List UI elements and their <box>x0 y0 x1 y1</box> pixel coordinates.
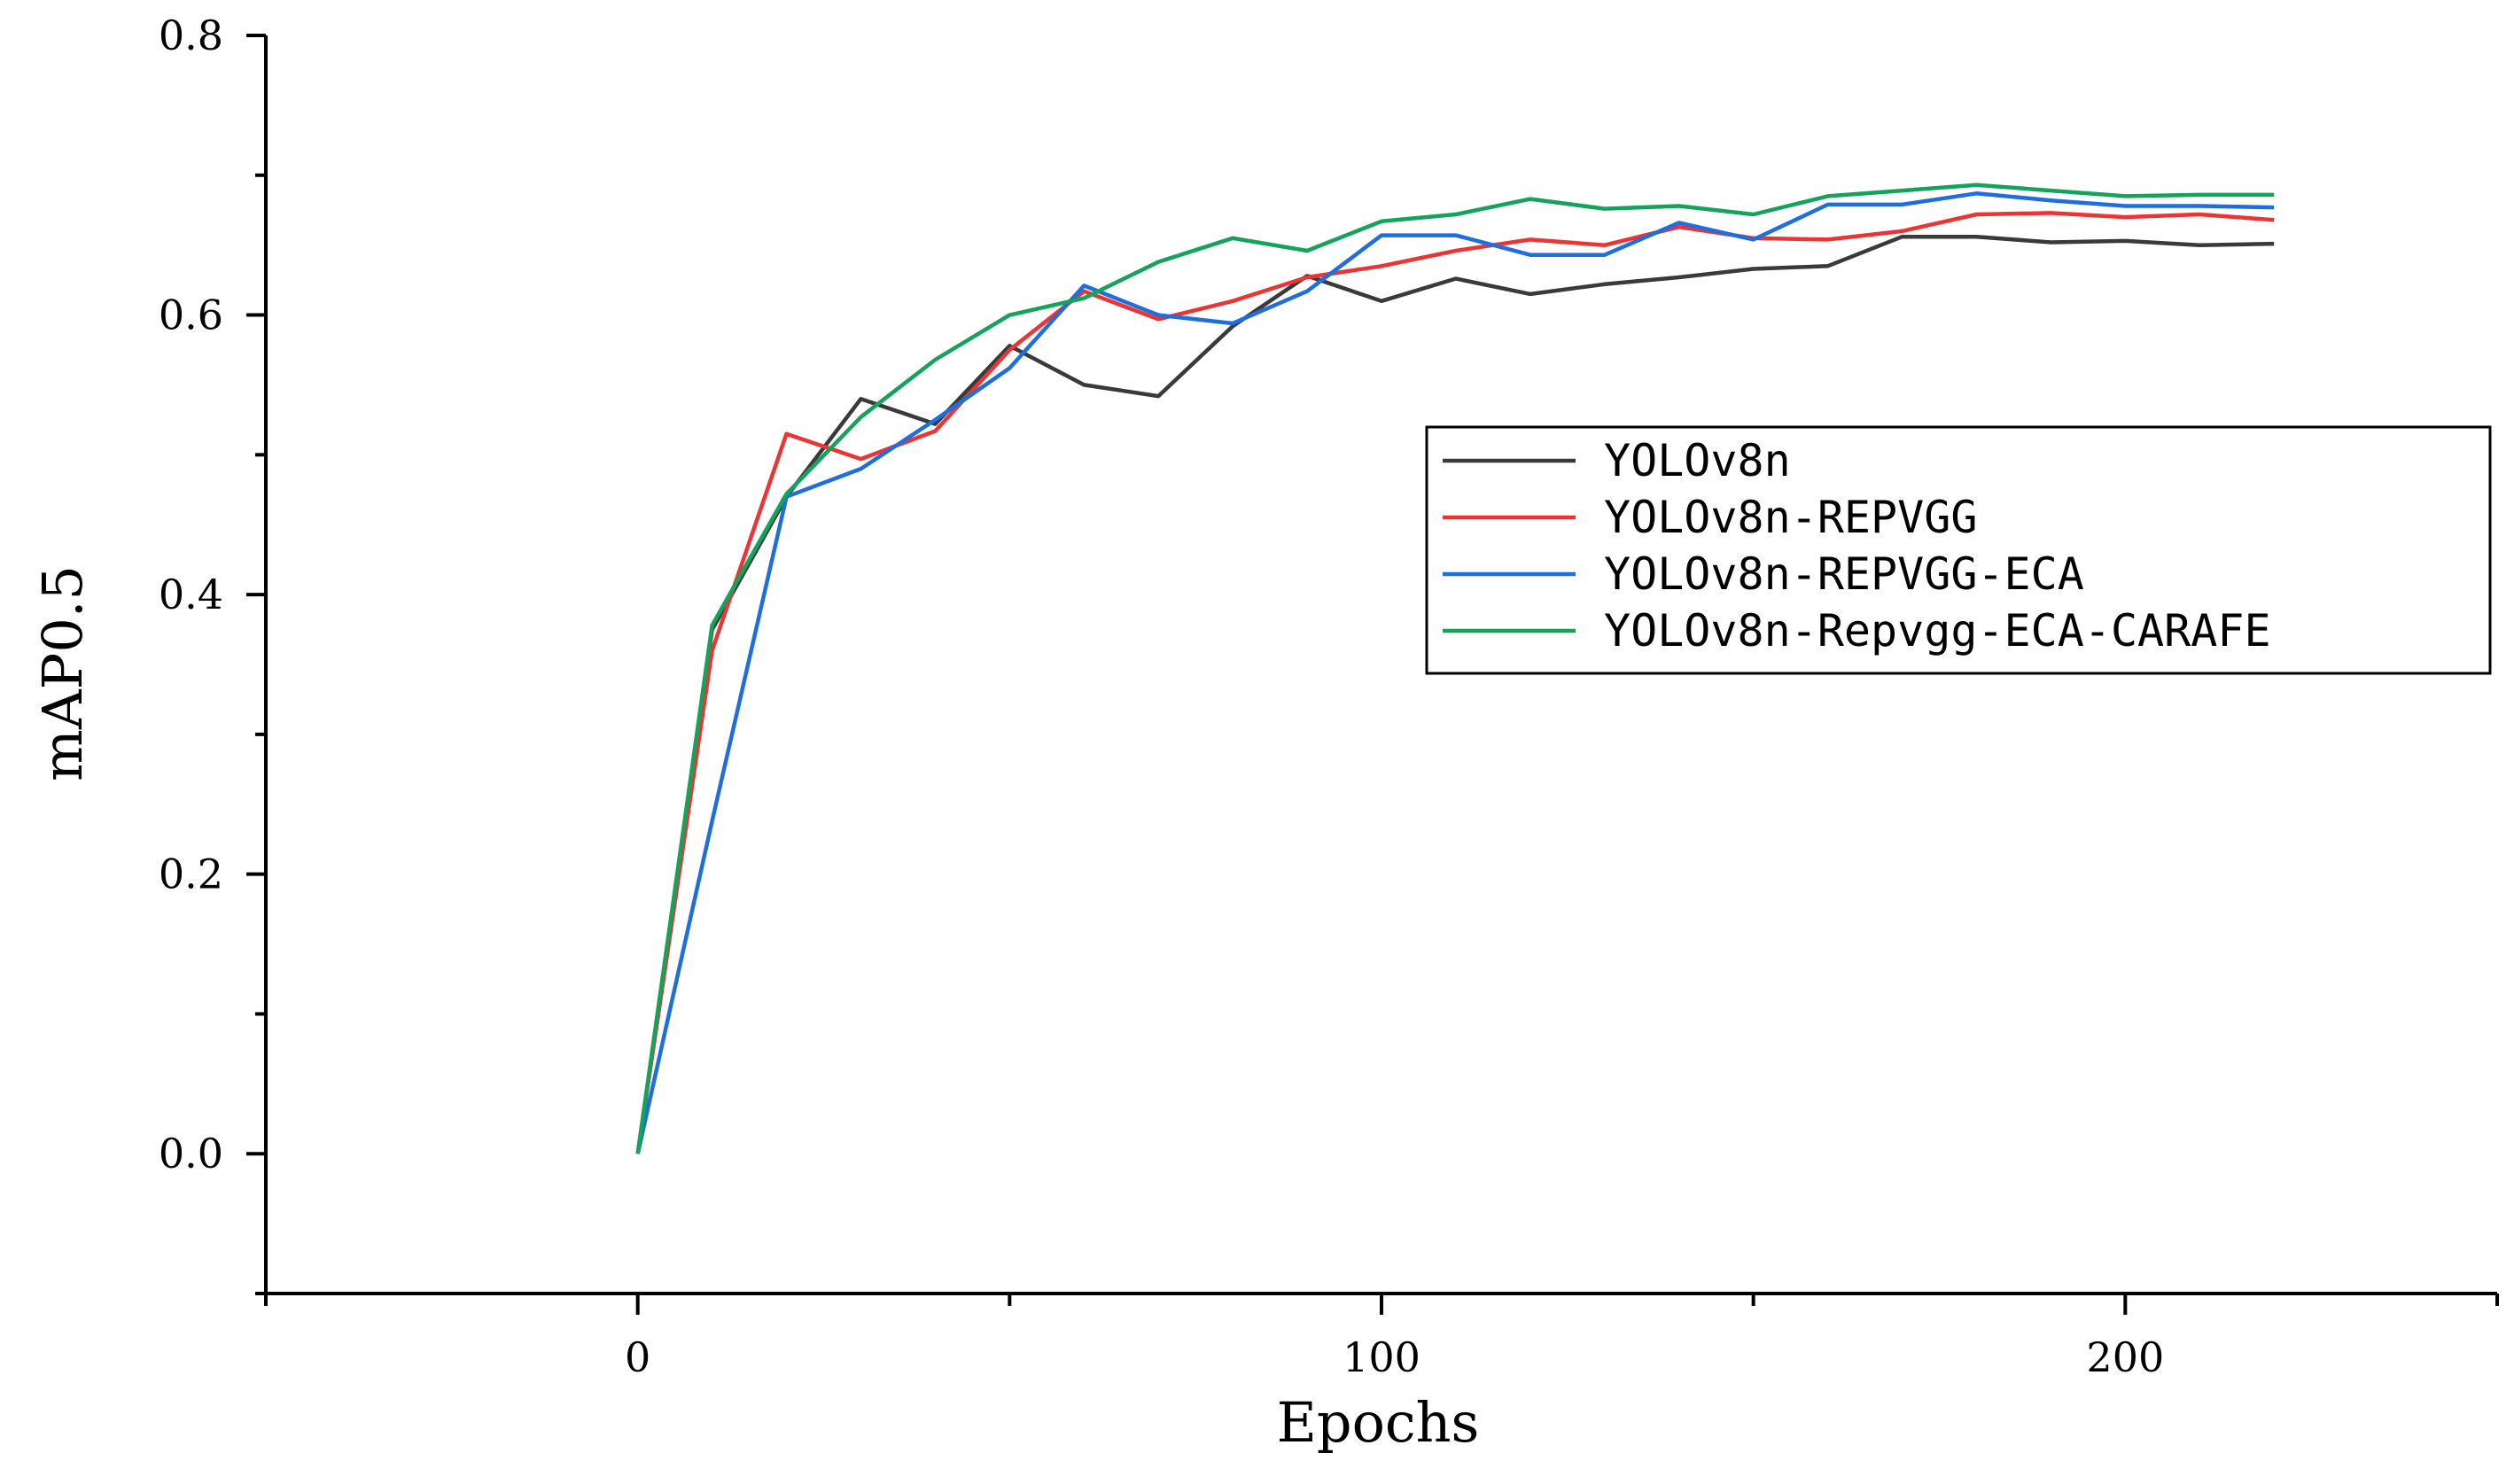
series-line-2 <box>635 211 2275 1154</box>
axes: 0.0 0.2 0.4 0.6 0.8 0 100 200 <box>159 12 2499 1381</box>
y-tick-label: 0.8 <box>159 12 223 59</box>
series-layer <box>635 183 2275 1154</box>
y-axis-title: mAP0.5 <box>30 565 95 781</box>
x-tick-label: 200 <box>2086 1333 2164 1381</box>
y-tick-label: 0.6 <box>159 291 223 339</box>
legend-box <box>1425 425 2492 675</box>
y-tick-label: 0.4 <box>159 571 223 618</box>
legend: YOLOv8n YOLOv8n-REPVGGYOLOv8n-REPVGG-ECAY… <box>1425 425 2492 675</box>
x-tick-label: 100 <box>1343 1333 1420 1381</box>
series-line-3 <box>635 191 2275 1154</box>
legend-label: YOLOv8n-REPVGG <box>1604 492 1977 543</box>
legend-label: YOLOv8n <box>1604 435 1791 486</box>
series-line-1 <box>635 234 2275 1154</box>
y-tick-label: 0.0 <box>159 1130 223 1177</box>
x-axis-title: Epochs <box>1277 1390 1480 1455</box>
legend-label: YOLOv8n-Repvgg-ECA-CARAFE <box>1604 605 2271 657</box>
x-tick-label: 0 <box>625 1333 650 1381</box>
y-tick-label: 0.2 <box>159 851 223 898</box>
legend-label: YOLOv8n-REPVGG-ECA <box>1604 548 2084 600</box>
series-line-4 <box>635 183 2275 1154</box>
